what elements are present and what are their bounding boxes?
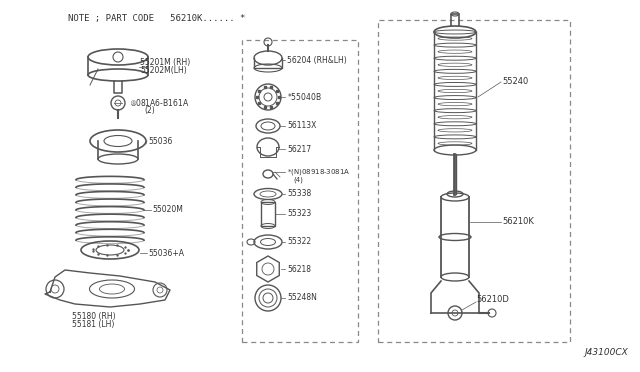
Text: (2): (2): [144, 106, 155, 115]
Text: J43100CX: J43100CX: [584, 348, 628, 357]
Text: 55248N: 55248N: [287, 294, 317, 302]
Text: 55180 (RH): 55180 (RH): [72, 312, 116, 321]
Text: 55201M (RH): 55201M (RH): [140, 58, 190, 67]
Text: 55036: 55036: [148, 137, 172, 145]
Text: 56210D: 56210D: [476, 295, 509, 305]
Text: 55202M(LH): 55202M(LH): [140, 67, 187, 76]
Text: 55323: 55323: [287, 209, 311, 218]
Text: 55020M: 55020M: [152, 205, 183, 215]
Text: (4): (4): [293, 177, 303, 183]
Text: 55181 (LH): 55181 (LH): [72, 321, 115, 330]
Text: 56218: 56218: [287, 264, 311, 273]
Text: 55240: 55240: [502, 77, 528, 87]
Text: 56204 (RH&LH): 56204 (RH&LH): [287, 55, 347, 64]
Text: 55322: 55322: [287, 237, 311, 247]
Text: $*$(N)08918-3081A: $*$(N)08918-3081A: [287, 167, 351, 177]
Text: 56210K: 56210K: [502, 218, 534, 227]
Text: NOTE ; PART CODE   56210K...... *: NOTE ; PART CODE 56210K...... *: [68, 14, 245, 23]
Text: 55036+A: 55036+A: [148, 248, 184, 257]
Text: $*$55040B: $*$55040B: [287, 92, 322, 103]
Text: 56217: 56217: [287, 144, 311, 154]
Text: 56113X: 56113X: [287, 122, 316, 131]
Text: 55338: 55338: [287, 189, 311, 199]
Text: $\circledS$081A6-B161A: $\circledS$081A6-B161A: [130, 97, 189, 109]
